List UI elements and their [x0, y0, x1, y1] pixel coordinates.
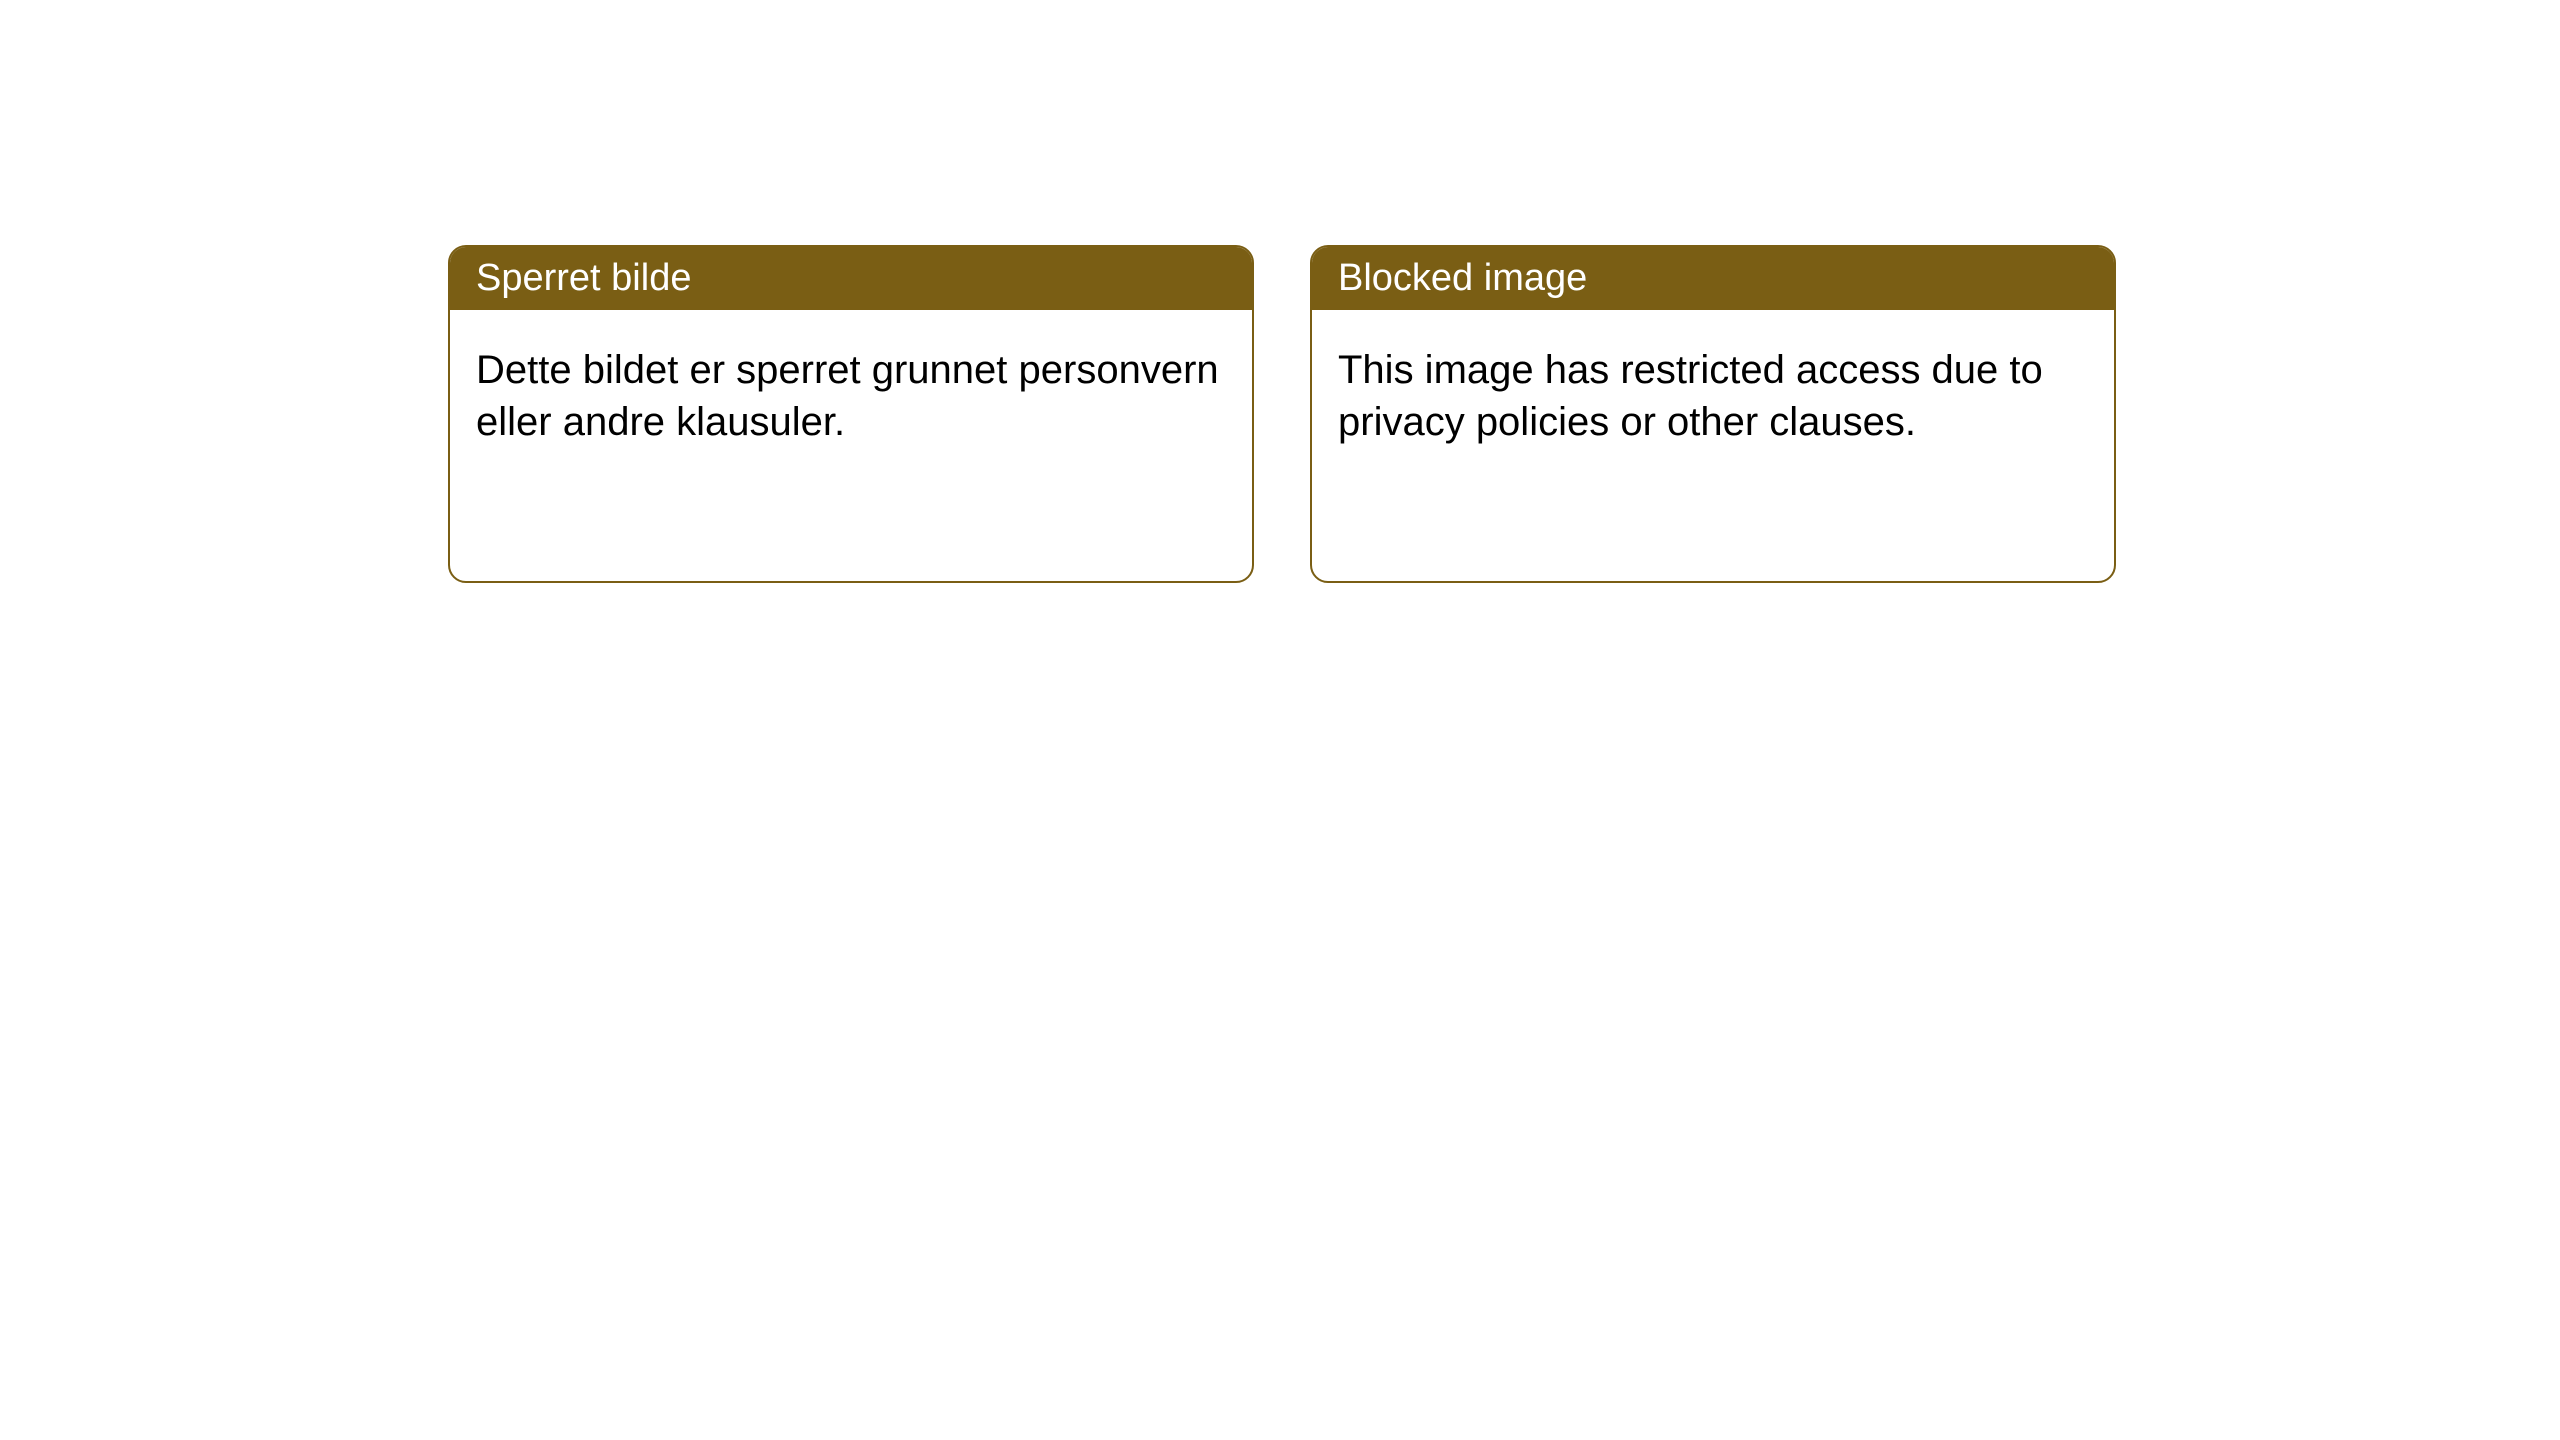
card-title-no: Sperret bilde [450, 247, 1252, 310]
card-body-en: This image has restricted access due to … [1312, 310, 2114, 482]
notice-panel: Sperret bilde Dette bildet er sperret gr… [0, 0, 2560, 583]
card-body-no: Dette bildet er sperret grunnet personve… [450, 310, 1252, 482]
blocked-image-card-en: Blocked image This image has restricted … [1310, 245, 2116, 583]
card-title-en: Blocked image [1312, 247, 2114, 310]
blocked-image-card-no: Sperret bilde Dette bildet er sperret gr… [448, 245, 1254, 583]
